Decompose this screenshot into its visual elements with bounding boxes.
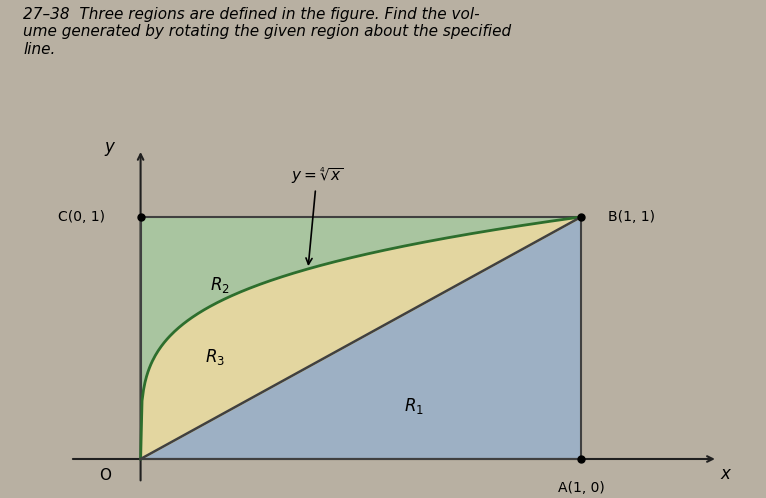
Text: $x$: $x$ — [720, 465, 733, 483]
Text: $R_3$: $R_3$ — [205, 347, 225, 368]
Text: C(0, 1): C(0, 1) — [58, 210, 106, 224]
Text: A(1, 0): A(1, 0) — [558, 481, 604, 495]
Text: $R_1$: $R_1$ — [404, 396, 424, 416]
Polygon shape — [141, 217, 581, 459]
Text: B(1, 1): B(1, 1) — [607, 210, 655, 224]
Text: $R_2$: $R_2$ — [210, 275, 230, 295]
Text: O: O — [100, 469, 111, 484]
Text: $y$: $y$ — [103, 140, 116, 158]
Text: $y = \sqrt[4]{x}$: $y = \sqrt[4]{x}$ — [290, 165, 343, 264]
Text: 27–38  Three regions are defined in the figure. Find the vol-
ume generated by r: 27–38 Three regions are defined in the f… — [23, 7, 511, 57]
Polygon shape — [141, 217, 581, 459]
